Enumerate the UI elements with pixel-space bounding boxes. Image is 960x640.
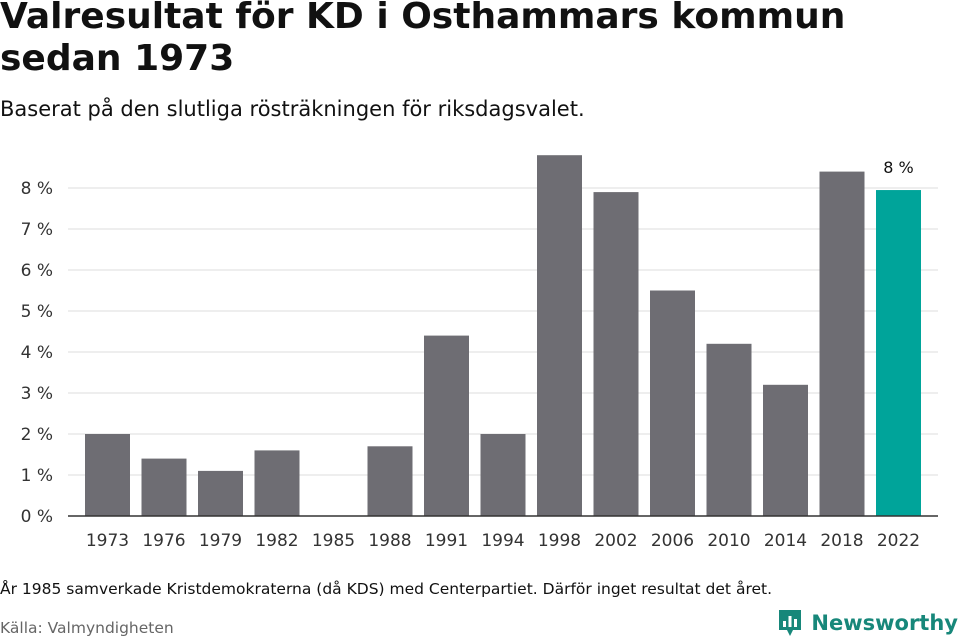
bar-2022 bbox=[876, 190, 921, 517]
bars bbox=[85, 155, 921, 517]
x-tick-label: 2022 bbox=[877, 531, 920, 551]
x-tick-label: 1998 bbox=[538, 531, 581, 551]
bar-2002 bbox=[593, 192, 639, 516]
x-tick-label: 1988 bbox=[368, 531, 411, 551]
y-tick-label: 0 % bbox=[21, 507, 53, 527]
chart-subtitle: Baserat på den slutliga rösträkningen fö… bbox=[0, 97, 585, 121]
x-tick-label: 1991 bbox=[425, 531, 468, 551]
bar-1998 bbox=[537, 155, 582, 516]
bar-1982 bbox=[254, 450, 300, 516]
x-tick-label: 1976 bbox=[142, 531, 185, 551]
x-tick-label: 2014 bbox=[764, 531, 807, 551]
y-tick-label: 7 % bbox=[21, 220, 53, 240]
brand-name: Newsworthy bbox=[811, 611, 958, 635]
x-tick-label: 1985 bbox=[312, 531, 355, 551]
newsworthy-logo-icon bbox=[779, 610, 802, 636]
data-label: 8 % bbox=[883, 158, 913, 177]
x-axis-ticks: 1973 1976 1979 1982 1985 1988 1991 1994 1998 2002… bbox=[86, 531, 920, 551]
y-tick-label: 3 % bbox=[21, 384, 53, 404]
bar-1976 bbox=[141, 458, 187, 516]
x-tick-label: 1982 bbox=[255, 531, 298, 551]
bar-1994 bbox=[480, 434, 526, 516]
y-tick-label: 8 % bbox=[21, 179, 53, 199]
y-axis-ticks: 0 % 1 % 2 % 3 % 4 % 5 % 6 % 7 % 8 % bbox=[21, 179, 53, 527]
bar-1973 bbox=[85, 434, 130, 516]
x-tick-label: 2006 bbox=[651, 531, 694, 551]
x-tick-label: 1979 bbox=[199, 531, 242, 551]
x-tick-label: 1994 bbox=[481, 531, 524, 551]
bar-1979 bbox=[198, 470, 243, 516]
gridlines bbox=[68, 187, 938, 476]
bar-1988 bbox=[367, 446, 413, 516]
bar-chart: 0 % 1 % 2 % 3 % 4 % 5 % 6 % 7 % 8 % 1973 1976 1979… bbox=[21, 155, 938, 551]
bar-2018 bbox=[819, 171, 865, 516]
bar-1991 bbox=[424, 335, 469, 516]
bar-2010 bbox=[706, 343, 752, 516]
x-tick-label: 1973 bbox=[86, 531, 129, 551]
source-text: Källa: Valmyndigheten bbox=[0, 619, 174, 637]
y-tick-label: 5 % bbox=[21, 302, 53, 322]
y-tick-label: 1 % bbox=[21, 466, 53, 486]
y-tick-label: 2 % bbox=[21, 425, 53, 445]
bar-2006 bbox=[650, 290, 695, 516]
brand-logo: Newsworthy bbox=[777, 608, 958, 638]
chart-title: Valresultat för KD i Osthammars kommun s… bbox=[0, 0, 846, 79]
bar-2014 bbox=[763, 384, 808, 516]
footnote: År 1985 samverkade Kristdemokraterna (då… bbox=[0, 580, 773, 598]
x-tick-label: 2010 bbox=[707, 531, 750, 551]
x-tick-label: 2018 bbox=[820, 531, 863, 551]
y-tick-label: 6 % bbox=[21, 261, 53, 281]
y-tick-label: 4 % bbox=[21, 343, 53, 363]
data-labels: 8 % bbox=[883, 158, 913, 177]
x-tick-label: 2002 bbox=[594, 531, 637, 551]
